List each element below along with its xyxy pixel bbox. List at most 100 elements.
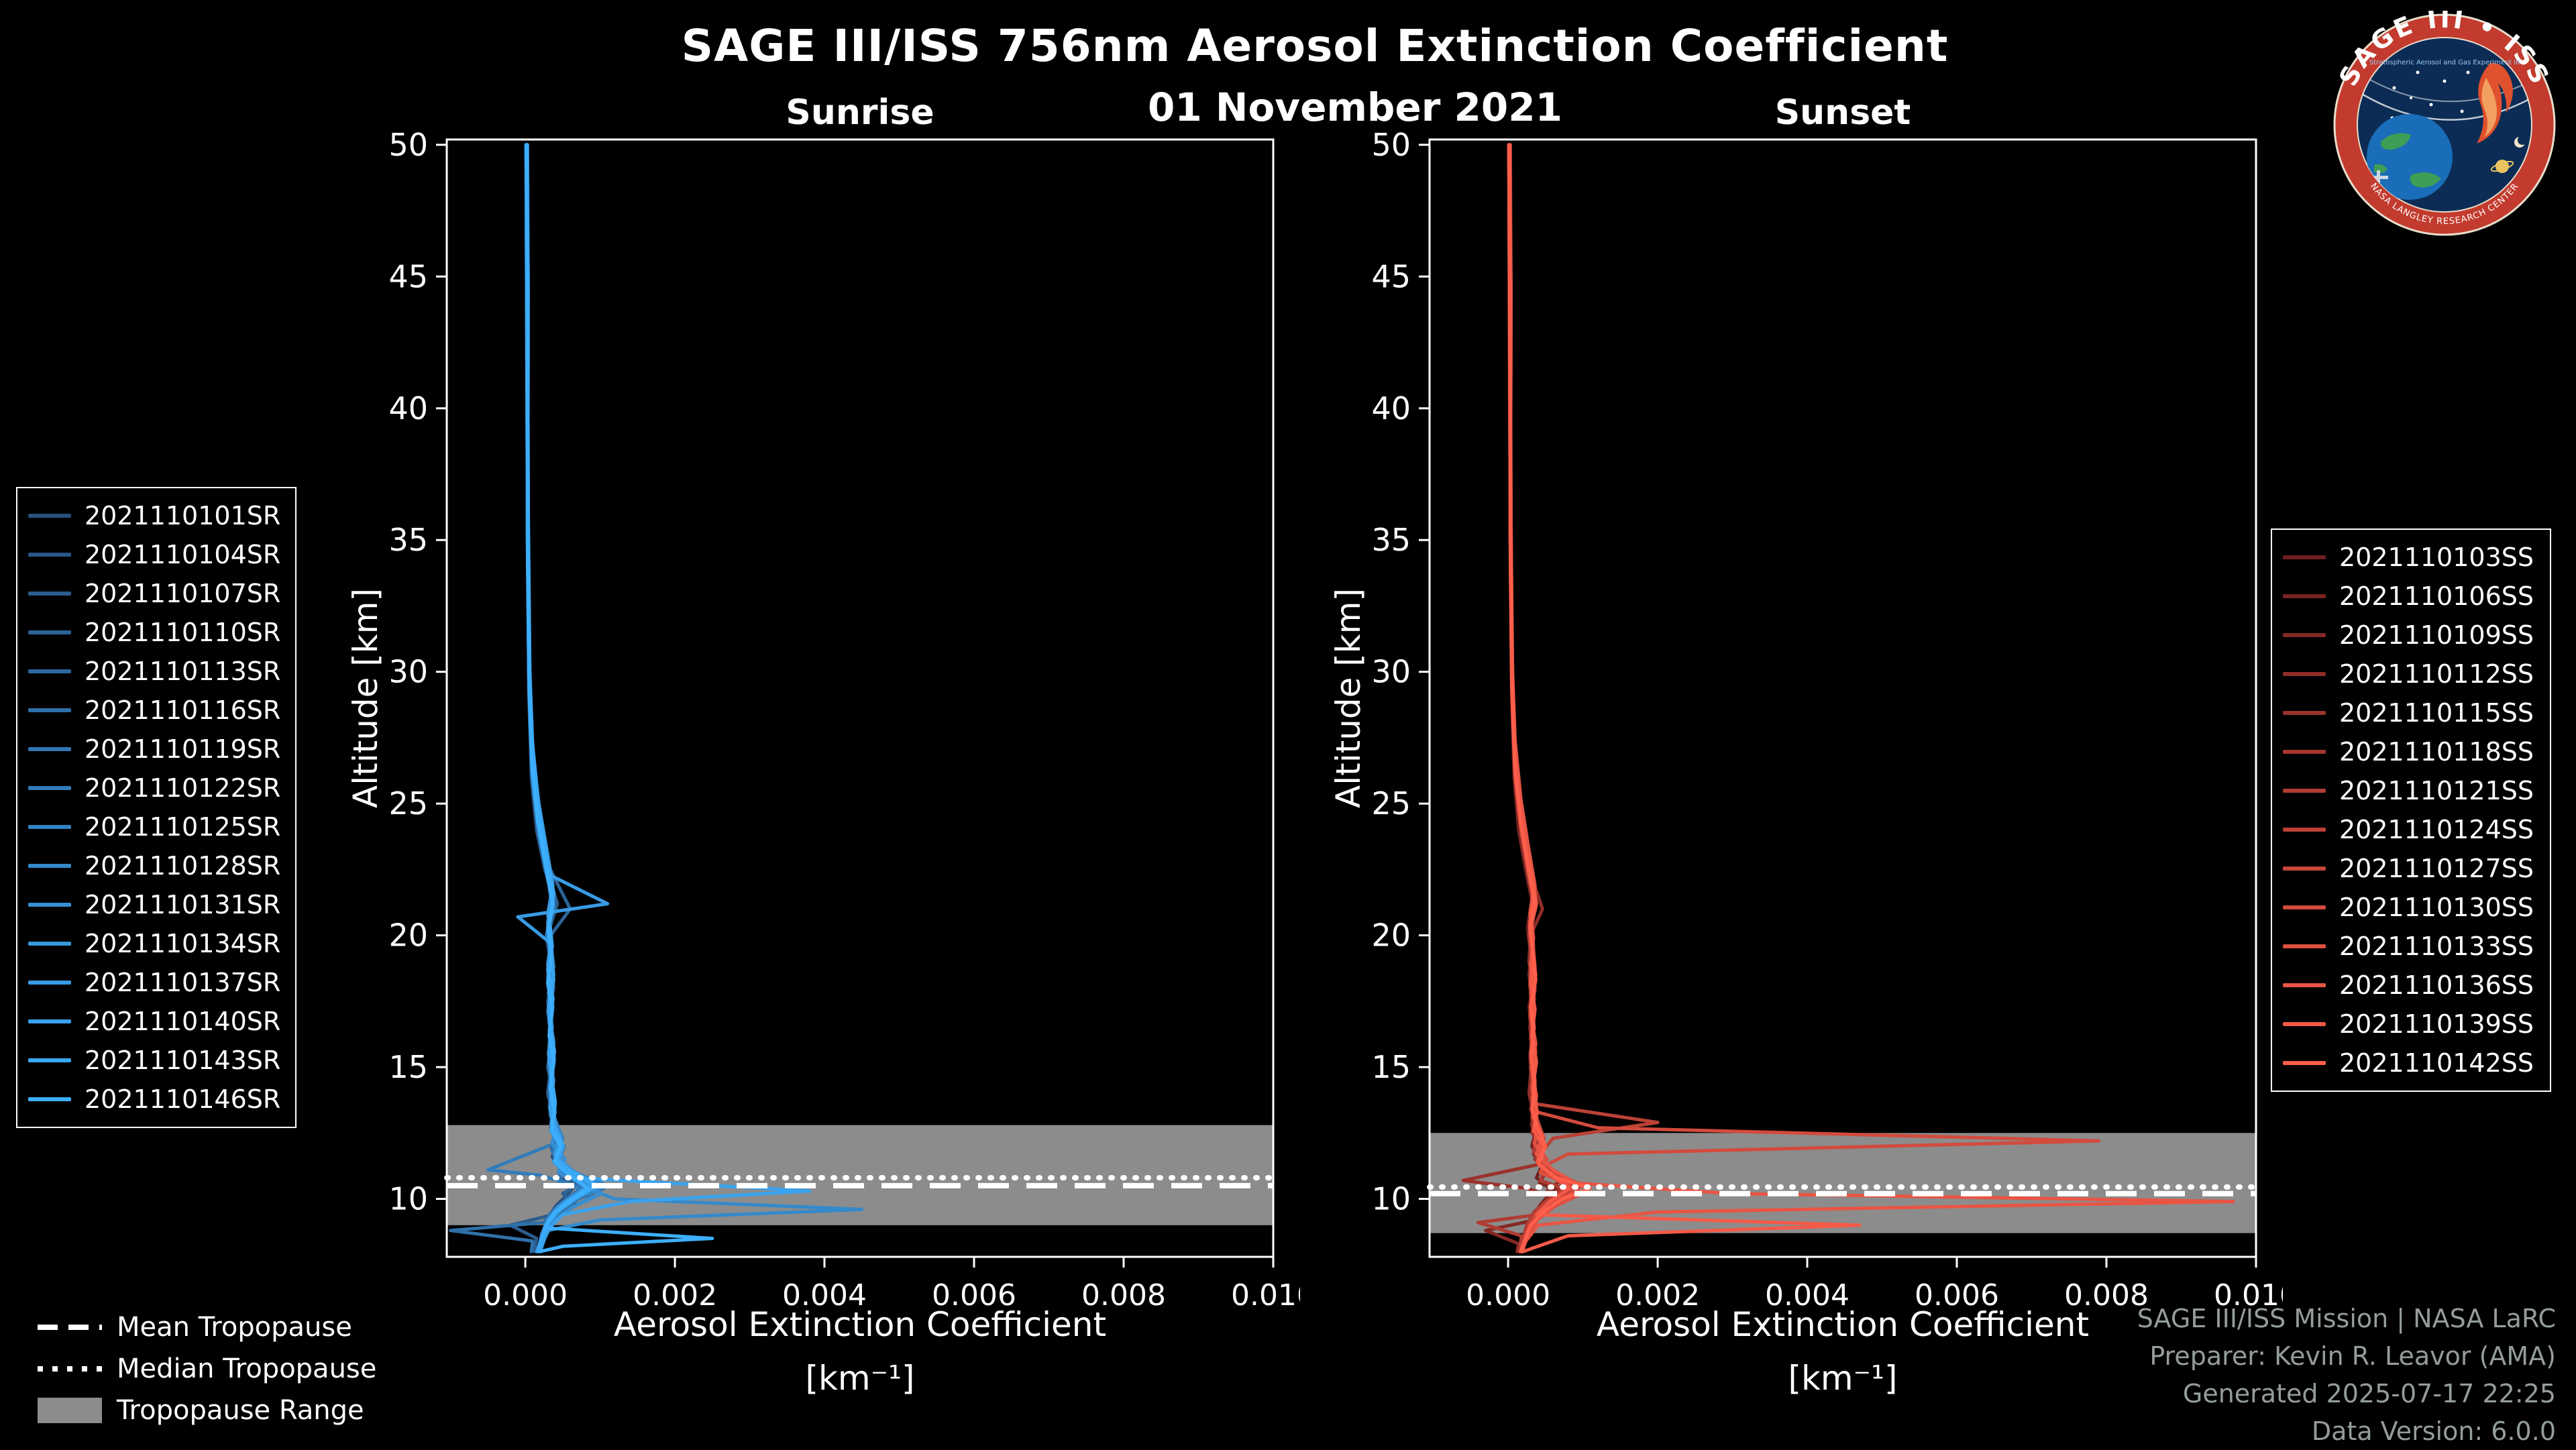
profile-line (1507, 143, 1567, 1253)
credit-generated: Generated 2025-07-17 22:25 (2182, 1379, 2556, 1408)
figure-title: SAGE III/ISS 756nm Aerosol Extinction Co… (681, 20, 1949, 72)
plot-border (1428, 138, 2257, 1258)
x-tick-label: 0.000 (1466, 1278, 1550, 1313)
legend-item-label: 2021110142SS (2339, 1048, 2534, 1078)
legend-item: 2021110140SR (28, 1002, 284, 1041)
profile-line (1507, 143, 1583, 1253)
legend-line-sample (2283, 555, 2326, 559)
y-tick-label: 10 (388, 1181, 428, 1217)
y-tick-label: 15 (388, 1049, 428, 1085)
saturn-icon (2490, 160, 2514, 173)
y-tick-label: 40 (1371, 390, 1411, 427)
legend-line-sample (28, 747, 71, 751)
y-tick-label: 35 (388, 522, 428, 558)
legend-line-sample (2283, 633, 2326, 637)
legend-item-label: 2021110124SS (2339, 815, 2534, 844)
legend-item: 2021110128SR (28, 846, 284, 885)
y-tick-label: 20 (1371, 917, 1411, 954)
legend-item-label: 2021110128SR (85, 851, 281, 881)
credits: SAGE III/ISS Mission | NASA LaRC Prepare… (2137, 1300, 2556, 1450)
legend-item: 2021110121SS (2283, 771, 2539, 810)
median-tropopause-legend-item: Median Tropopause (38, 1348, 376, 1390)
profile-line (525, 143, 714, 1253)
sunrise-x-axis-units: [km⁻¹] (805, 1359, 915, 1398)
x-tick-label: 0.002 (1615, 1278, 1700, 1313)
x-tick-label: 0.006 (932, 1278, 1016, 1313)
y-tick-label: 25 (1371, 785, 1411, 822)
y-tick-label: 40 (388, 390, 428, 427)
legend-line-sample (28, 592, 71, 596)
legend-item: 2021110106SS (2283, 577, 2539, 616)
sunrise-plot: 0.000 0.002 0.004 0.006 0.008 0.010 10 15 20 25 30… (388, 131, 1300, 1313)
legend-line-sample (2283, 594, 2326, 598)
dashed-line-sample (38, 1325, 102, 1330)
legend-item-label: 2021110113SR (85, 657, 281, 686)
profile-line (524, 143, 592, 1253)
legend-item-label: 2021110134SR (85, 929, 281, 958)
sunset-plot: 0.000 0.002 0.004 0.006 0.008 0.010 10 15 20 25 30… (1371, 131, 2283, 1313)
legend-item: 2021110125SR (28, 807, 284, 846)
legend-line-sample (28, 903, 71, 907)
sunrise-panel-title: Sunrise (786, 93, 934, 133)
profile-line (1507, 143, 2236, 1253)
legend-item: 2021110107SR (28, 574, 284, 613)
legend-line-sample (2283, 905, 2326, 909)
legend-item-label: 2021110131SR (85, 890, 281, 919)
legend-item: 2021110115SS (2283, 693, 2539, 732)
legend-item: 2021110134SR (28, 924, 284, 963)
y-tick-label: 50 (1371, 131, 1411, 163)
legend-item-label: 2021110136SS (2339, 970, 2534, 1000)
legend-item: 2021110124SS (2283, 810, 2539, 849)
legend-item: 2021110127SS (2283, 849, 2539, 888)
profile-line (1477, 143, 1573, 1253)
profile-line (449, 143, 587, 1253)
legend-line-sample (2283, 867, 2326, 871)
profile-line (524, 143, 812, 1253)
legend-item: 2021110136SS (2283, 966, 2539, 1005)
legend-item-label: 2021110106SS (2339, 581, 2534, 611)
mean-tropopause-legend-item: Mean Tropopause (38, 1306, 376, 1348)
profile-line (486, 143, 594, 1253)
legend-line-sample (28, 942, 71, 946)
profile-line (524, 143, 604, 1253)
legend-item-label: 2021110103SS (2339, 543, 2534, 572)
x-tick-label: 0.004 (782, 1278, 867, 1313)
legend-line-sample (2283, 1022, 2326, 1026)
x-tick-label: 0.002 (633, 1278, 717, 1313)
legend-item: 2021110113SR (28, 652, 284, 691)
gray-band-sample (38, 1398, 102, 1423)
credit-mission: SAGE III/ISS Mission | NASA LaRC (2137, 1304, 2556, 1333)
legend-item-label: 2021110139SS (2339, 1009, 2534, 1039)
figure-graphic (2477, 62, 2513, 144)
legend-item-label: 2021110133SS (2339, 932, 2534, 961)
x-tick-label: 0.004 (1765, 1278, 1849, 1313)
legend-item: 2021110122SR (28, 769, 284, 807)
credit-data-version: Data Version: 6.0.0 (2311, 1416, 2556, 1446)
legend-item: 2021110112SS (2283, 655, 2539, 693)
legend-line-sample (28, 1019, 71, 1023)
legend-item-label: 2021110116SR (85, 695, 281, 725)
legend-line-sample (2283, 944, 2326, 948)
legend-item: 2021110142SS (2283, 1044, 2539, 1082)
x-tick-label: 0.006 (1915, 1278, 1999, 1313)
legend-item-label: 2021110130SS (2339, 893, 2534, 922)
legend-item: 2021110133SS (2283, 927, 2539, 966)
x-tick-label: 0.008 (1081, 1278, 1166, 1313)
legend-item-label: 2021110109SS (2339, 620, 2534, 650)
legend-item: 2021110110SR (28, 613, 284, 652)
legend-item-label: 2021110143SR (85, 1046, 281, 1075)
legend-item-label: 2021110101SR (85, 501, 281, 531)
legend-item: 2021110131SR (28, 885, 284, 924)
legend-line-sample (28, 1097, 71, 1101)
legend-item-label: 2021110110SR (85, 618, 281, 647)
legend-line-sample (28, 981, 71, 985)
legend-item-label: 2021110137SR (85, 968, 281, 997)
legend-line-sample (2283, 1061, 2326, 1065)
profile-line (1507, 143, 1862, 1253)
dotted-line-sample (38, 1366, 102, 1372)
legend-item-label: 2021110115SS (2339, 698, 2534, 728)
sunset-legend: 2021110103SS 2021110106SS 2021110109SS 2021… (2271, 528, 2551, 1092)
y-tick-label: 20 (388, 917, 428, 954)
iss-icon (2371, 170, 2388, 184)
legend-line-sample (28, 553, 71, 557)
